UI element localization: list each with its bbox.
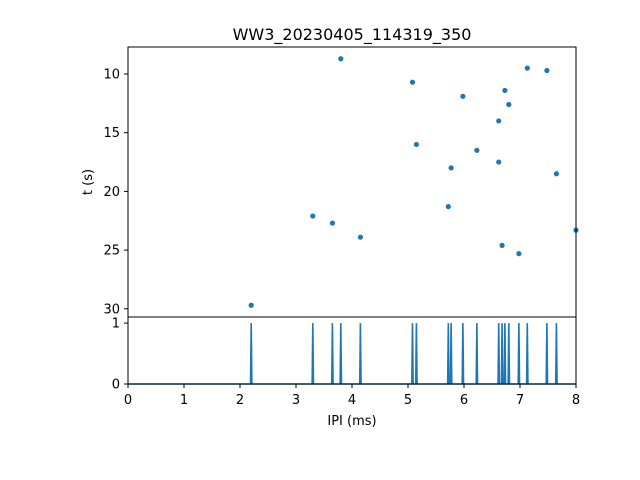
scatter-point xyxy=(496,159,502,165)
scatter-point xyxy=(553,171,560,177)
bottom-y-tick-label: 1 xyxy=(112,317,120,332)
scatter-point xyxy=(506,101,512,108)
scatter-point xyxy=(248,302,254,308)
bottom-x-axis-label: IPI (ms) xyxy=(327,414,376,429)
scatter-point xyxy=(413,141,419,148)
bottom-x-tick-label: 1 xyxy=(180,393,188,408)
bottom-y-ticks: 01 xyxy=(112,317,128,393)
bottom-x-tick-label: 6 xyxy=(460,393,468,408)
chart-title: WW3_20230405_114319_350 xyxy=(233,25,472,45)
scatter-point xyxy=(310,213,316,219)
scatter-point xyxy=(499,242,505,248)
scatter-point xyxy=(502,87,508,94)
scatter-point xyxy=(409,79,416,85)
top-y-tick-label: 10 xyxy=(103,68,120,83)
top-y-ticks: 10 15 20 25 30 xyxy=(103,68,128,317)
scatter-point xyxy=(329,220,335,226)
scatter-point xyxy=(544,67,550,74)
bottom-x-tick-label: 7 xyxy=(516,393,524,408)
scatter-point xyxy=(357,234,363,240)
scatter-points xyxy=(248,56,579,308)
bottom-x-tick-label: 3 xyxy=(292,393,300,408)
bottom-x-tick-label: 8 xyxy=(572,393,580,408)
top-y-tick-label: 15 xyxy=(103,126,120,141)
scatter-point xyxy=(496,118,502,124)
top-y-tick-label: 25 xyxy=(103,244,120,259)
scatter-point xyxy=(516,251,522,257)
scatter-point xyxy=(448,165,454,171)
top-y-tick-label: 20 xyxy=(103,185,120,200)
top-y-axis-label: t (s) xyxy=(81,169,96,195)
bottom-x-tick-label: 0 xyxy=(124,393,132,408)
top-y-tick-label: 30 xyxy=(103,302,120,317)
bottom-x-tick-label: 2 xyxy=(236,393,244,408)
bottom-x-tick-label: 5 xyxy=(404,393,412,408)
bottom-plot-frame xyxy=(127,316,577,385)
scatter-point xyxy=(524,65,530,71)
bottom-x-tick-label: 4 xyxy=(348,393,356,408)
bottom-y-tick-label: 0 xyxy=(112,378,120,393)
scatter-point xyxy=(445,204,451,210)
scatter-point xyxy=(338,56,344,62)
bottom-x-ticks: 0 1 2 3 4 5 6 7 8 xyxy=(124,384,580,408)
scatter-point xyxy=(474,147,480,153)
scatter-point xyxy=(460,93,466,99)
